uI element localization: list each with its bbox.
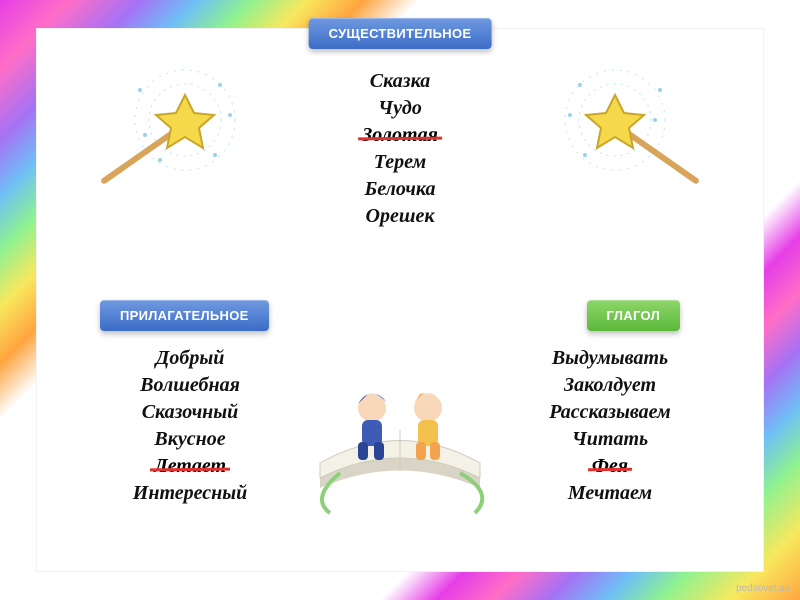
word-item: Золотая xyxy=(362,122,438,149)
word-item: Мечтаем xyxy=(500,480,720,507)
word-item: Сказка xyxy=(362,68,438,95)
noun-word-list: СказкаЧудоЗолотаяТеремБелочкаОрешек xyxy=(362,68,438,230)
word-item: Интересный xyxy=(90,480,290,507)
noun-label: СУЩЕСТВИТЕЛЬНОЕ xyxy=(309,18,492,49)
word-item: Сказочный xyxy=(90,399,290,426)
word-item: Белочка xyxy=(362,176,438,203)
word-item: Летает xyxy=(154,453,226,480)
word-item: Добрый xyxy=(90,345,290,372)
word-item: Вкусное xyxy=(90,426,290,453)
watermark-text: pedsovet.su xyxy=(736,583,790,594)
word-item: Терем xyxy=(362,149,438,176)
book-kids-illustration-icon xyxy=(300,358,500,518)
word-item: Волшебная xyxy=(90,372,290,399)
word-item: Чудо xyxy=(362,95,438,122)
verb-word-list: ВыдумыватьЗаколдуетРассказываемЧитатьФея… xyxy=(500,345,720,507)
adjective-label: ПРИЛАГАТЕЛЬНОЕ xyxy=(100,300,269,331)
word-item: Фея xyxy=(592,453,628,480)
magic-wand-left-icon xyxy=(90,60,250,220)
verb-label: ГЛАГОЛ xyxy=(587,300,680,331)
word-item: Рассказываем xyxy=(500,399,720,426)
word-item: Орешек xyxy=(362,203,438,230)
word-item: Заколдует xyxy=(500,372,720,399)
word-item: Читать xyxy=(500,426,720,453)
adjective-word-list: ДобрыйВолшебнаяСказочныйВкусноеЛетаетИнт… xyxy=(90,345,290,507)
magic-wand-right-icon xyxy=(550,60,710,220)
word-item: Выдумывать xyxy=(500,345,720,372)
